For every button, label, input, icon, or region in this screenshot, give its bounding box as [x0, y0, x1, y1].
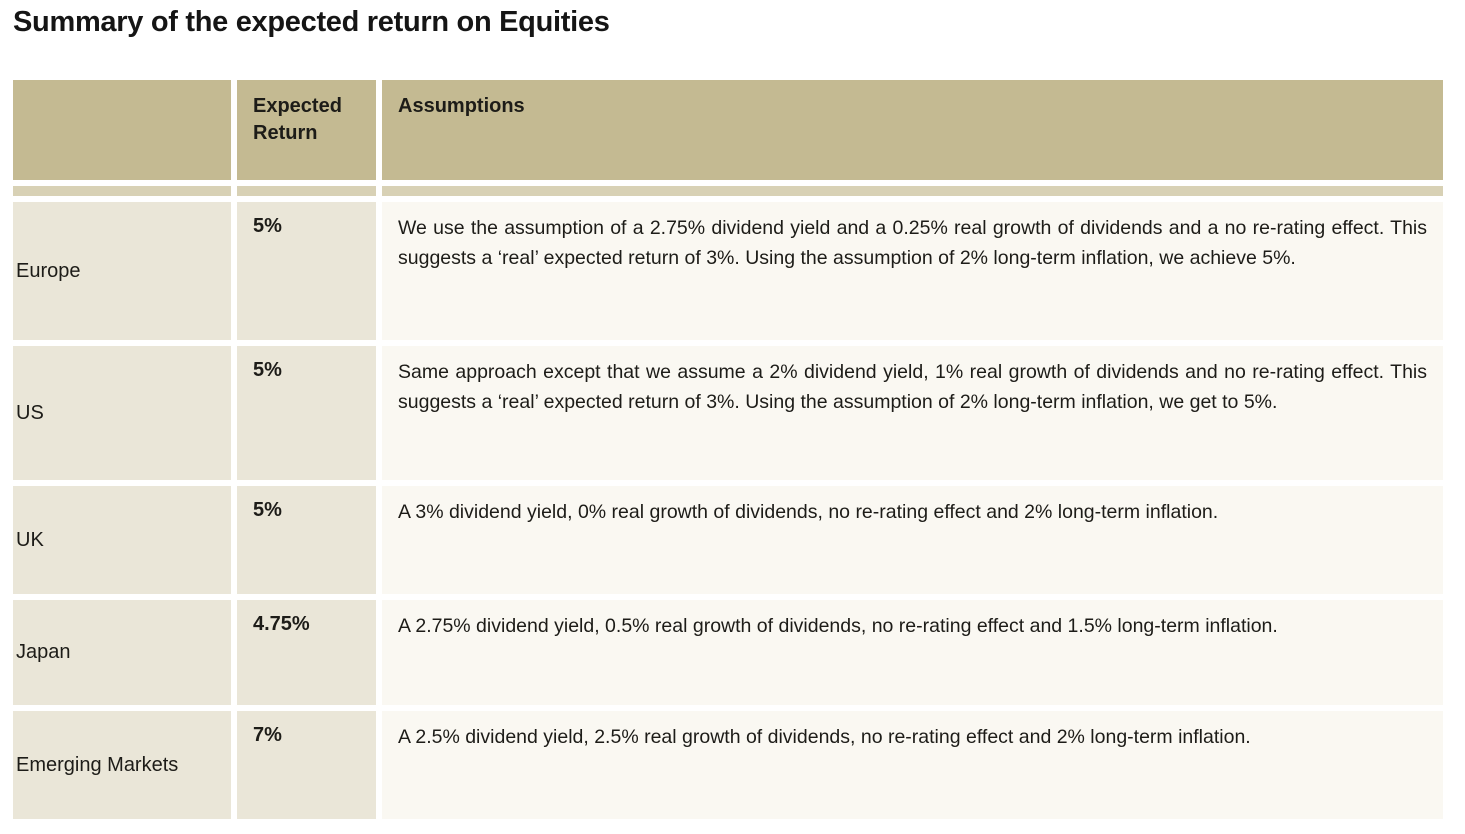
- region-cell: Europe: [13, 202, 231, 340]
- assumptions-cell: Same approach except that we assume a 2%…: [382, 346, 1443, 480]
- header-cell-assumptions: Assumptions: [382, 80, 1443, 180]
- header-underband: [13, 186, 231, 196]
- expected-return-cell: 5%: [237, 202, 376, 340]
- expected-return-cell: 4.75%: [237, 600, 376, 705]
- header-cell-expected-return: Expected Return: [237, 80, 376, 180]
- header-underband: [382, 186, 1443, 196]
- region-cell: UK: [13, 486, 231, 594]
- expected-return-cell: 5%: [237, 346, 376, 480]
- expected-return-cell: 7%: [237, 711, 376, 819]
- region-cell: Emerging Markets: [13, 711, 231, 819]
- assumptions-cell: A 2.75% dividend yield, 0.5% real growth…: [382, 600, 1443, 705]
- assumptions-cell: A 3% dividend yield, 0% real growth of d…: [382, 486, 1443, 594]
- region-cell: Japan: [13, 600, 231, 705]
- header-cell-region: [13, 80, 231, 180]
- page-title: Summary of the expected return on Equiti…: [13, 6, 610, 38]
- expected-return-table: Expected Return Assumptions Europe 5% We…: [13, 80, 1443, 819]
- assumptions-cell: A 2.5% dividend yield, 2.5% real growth …: [382, 711, 1443, 819]
- expected-return-cell: 5%: [237, 486, 376, 594]
- region-cell: US: [13, 346, 231, 480]
- header-underband: [237, 186, 376, 196]
- assumptions-cell: We use the assumption of a 2.75% dividen…: [382, 202, 1443, 340]
